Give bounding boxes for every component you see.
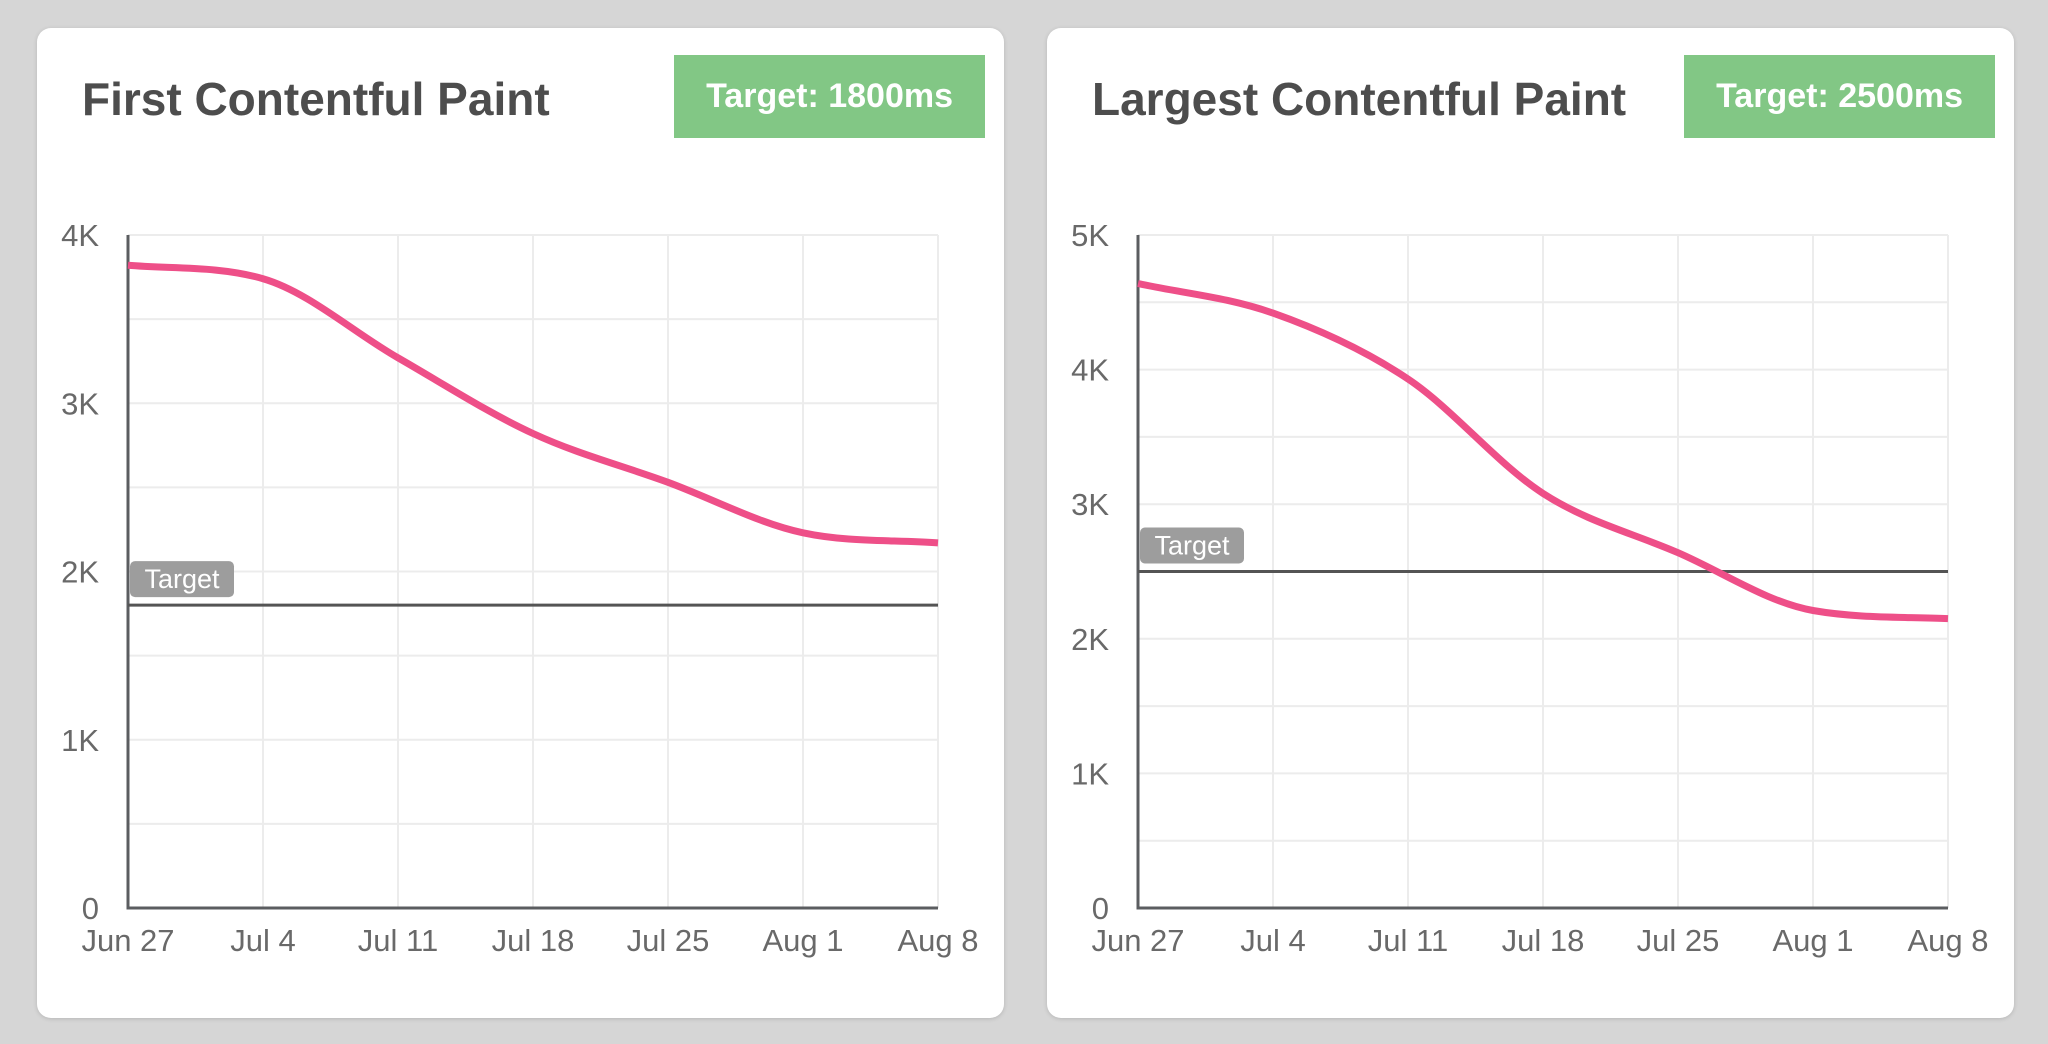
y-tick-label: 3K: [1071, 487, 1109, 522]
y-tick-label: 2K: [61, 555, 99, 590]
fcp-target-badge: Target: 1800ms: [674, 55, 985, 138]
x-tick-label: Jul 11: [1368, 923, 1448, 958]
target-chip-label: Target: [144, 564, 220, 594]
fcp-title: First Contentful Paint: [82, 73, 550, 125]
x-tick-label: Aug 8: [897, 923, 978, 958]
y-tick-label: 1K: [1071, 756, 1109, 791]
fcp-card: First Contentful Paint Target: 1800ms Ta…: [37, 28, 1004, 1018]
y-tick-label: 0: [1092, 891, 1109, 926]
y-tick-label: 2K: [1071, 622, 1109, 657]
x-tick-label: Jul 25: [1637, 923, 1720, 958]
target-chip: Target: [130, 561, 234, 598]
x-tick-label: Jul 4: [1240, 923, 1305, 958]
x-tick-label: Jun 27: [81, 923, 174, 958]
x-tick-label: Jun 27: [1091, 923, 1184, 958]
x-tick-label: Aug 8: [1907, 923, 1988, 958]
x-tick-label: Jul 18: [492, 923, 575, 958]
lcp-chart: Target 0 1K 2K 3K 4K 5K Jun 27 Jul 4 Jul 11 Jul 18…: [1047, 28, 2014, 1018]
y-tick-label: 5K: [1071, 218, 1109, 253]
lcp-card: Largest Contentful Paint Target: 2500ms …: [1047, 28, 2014, 1018]
x-tick-label: Aug 1: [1772, 923, 1853, 958]
fcp-chart: Target 0 1K 2K 3K 4K Jun 27 Jul 4 Jul 11 Jul 18 Ju…: [37, 28, 1004, 1018]
y-tick-label: 4K: [61, 218, 99, 253]
x-tick-label: Jul 18: [1502, 923, 1585, 958]
y-tick-label: 4K: [1071, 353, 1109, 388]
target-chip-label: Target: [1154, 531, 1230, 561]
lcp-title: Largest Contentful Paint: [1092, 73, 1627, 125]
lcp-target-badge: Target: 2500ms: [1684, 55, 1995, 138]
x-tick-label: Jul 25: [627, 923, 710, 958]
line-chart-svg: Target 0 1K 2K 3K 4K 5K Jun 27 Jul 4 Jul 11 Jul 18…: [1071, 218, 1988, 958]
y-tick-label: 3K: [61, 386, 99, 421]
y-tick-label: 0: [82, 891, 99, 926]
x-tick-label: Aug 1: [762, 923, 843, 958]
y-tick-label: 1K: [61, 723, 99, 758]
fcp-line: [127, 261, 939, 547]
line-chart-svg: Target 0 1K 2K 3K 4K Jun 27 Jul 4 Jul 11 Jul 18 Ju…: [61, 218, 978, 958]
x-tick-label: Jul 4: [230, 923, 295, 958]
x-tick-label: Jul 11: [358, 923, 438, 958]
target-chip: Target: [1140, 527, 1244, 564]
lcp-line: [1137, 280, 1949, 623]
